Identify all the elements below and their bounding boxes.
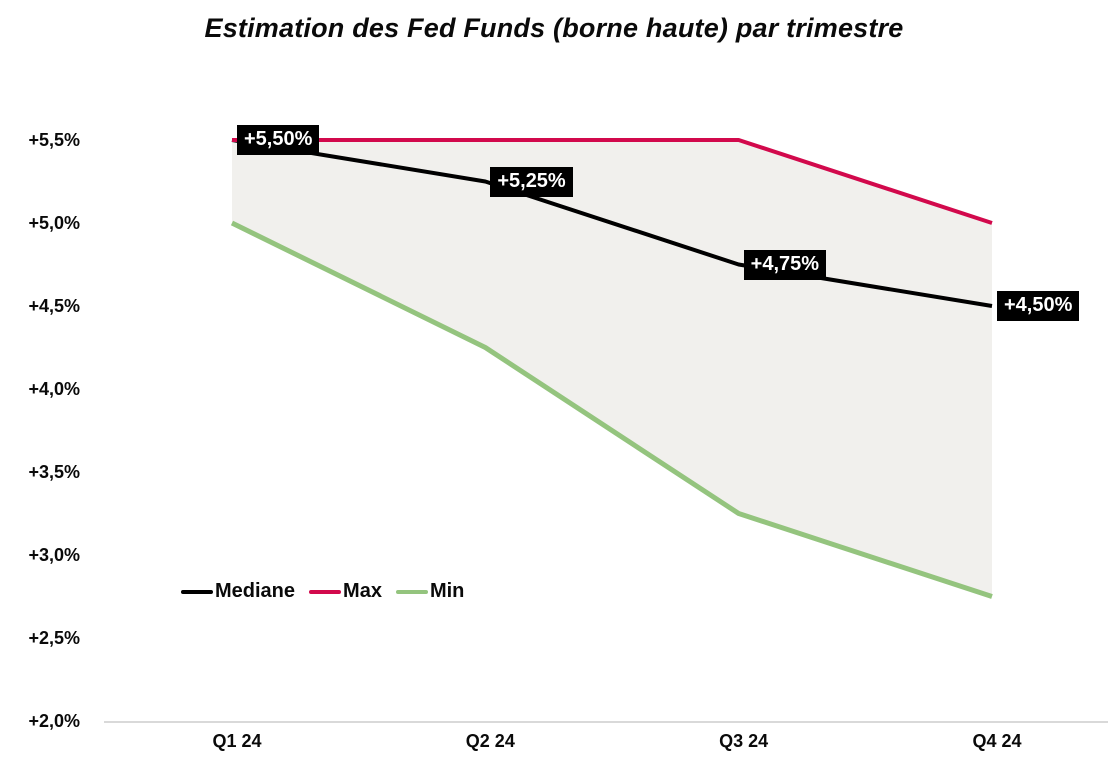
y-tick-label: +3,0% — [28, 544, 80, 565]
legend: Mediane Max Min — [181, 580, 464, 603]
legend-swatch-mediane — [181, 589, 213, 594]
legend-item-mediane: Mediane — [181, 580, 295, 603]
data-label: +5,50% — [237, 125, 320, 155]
data-label: +4,75% — [743, 249, 827, 280]
y-tick-label: +5,5% — [28, 129, 80, 150]
y-tick-label: +2,5% — [28, 627, 80, 648]
legend-swatch-min — [395, 589, 428, 594]
legend-item-min: Min — [395, 580, 465, 603]
y-tick-label: +5,0% — [28, 212, 80, 233]
series-lines — [230, 138, 993, 599]
y-tick-label: +2,0% — [28, 710, 80, 731]
legend-label: Min — [429, 580, 465, 602]
y-tick-label: +3,5% — [28, 461, 80, 482]
x-tick-label: Q2 24 — [465, 731, 515, 751]
x-tick-label: Q4 24 — [972, 731, 1022, 751]
max-line — [232, 138, 993, 225]
legend-label: Max — [343, 580, 382, 602]
legend-label: Mediane — [215, 580, 296, 602]
y-tick-label: +4,0% — [28, 378, 80, 399]
x-tick-label: Q3 24 — [719, 731, 769, 751]
legend-swatch-max — [309, 589, 342, 594]
min-line — [230, 220, 993, 599]
data-label: +5,25% — [490, 166, 573, 197]
chart-title: Estimation des Fed Funds (borne haute) p… — [204, 13, 904, 43]
data-label: +4,50% — [996, 291, 1080, 321]
mediane-line — [231, 138, 993, 308]
x-tick-label: Q1 24 — [212, 731, 262, 751]
y-tick-label: +4,5% — [28, 295, 80, 316]
min-max-band — [232, 140, 992, 597]
legend-item-max: Max — [309, 580, 382, 603]
